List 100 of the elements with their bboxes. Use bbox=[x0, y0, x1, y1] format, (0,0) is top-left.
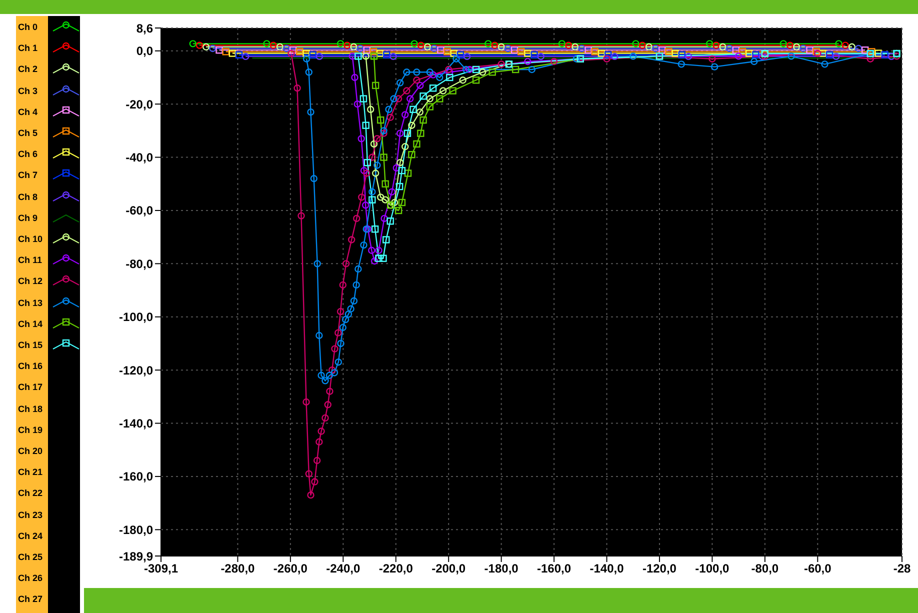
point bbox=[302, 55, 310, 62]
point bbox=[354, 265, 362, 273]
point bbox=[426, 103, 434, 110]
x-tick-label: -220,0 bbox=[378, 562, 414, 576]
point bbox=[372, 170, 380, 177]
point bbox=[652, 44, 660, 52]
y-tick-label: -80,0 bbox=[126, 256, 154, 271]
point bbox=[263, 40, 270, 48]
point bbox=[344, 310, 352, 318]
point bbox=[738, 48, 746, 56]
point bbox=[390, 52, 397, 60]
point bbox=[334, 329, 342, 336]
point bbox=[658, 46, 666, 54]
point bbox=[792, 43, 800, 50]
point bbox=[383, 51, 390, 58]
point bbox=[420, 116, 427, 124]
point bbox=[630, 52, 637, 60]
point bbox=[352, 214, 360, 222]
point bbox=[488, 68, 496, 76]
point bbox=[413, 68, 420, 76]
point bbox=[372, 82, 380, 90]
point bbox=[758, 52, 766, 60]
point bbox=[228, 50, 236, 57]
point bbox=[396, 182, 404, 190]
point bbox=[380, 154, 388, 161]
x-tick-label: -140,0 bbox=[590, 562, 624, 576]
point bbox=[524, 58, 532, 66]
point bbox=[216, 46, 223, 54]
point bbox=[289, 46, 297, 54]
point bbox=[881, 51, 888, 58]
point bbox=[382, 180, 389, 188]
point bbox=[719, 43, 726, 50]
point bbox=[356, 44, 364, 52]
point bbox=[446, 68, 454, 76]
point bbox=[665, 48, 672, 56]
point bbox=[530, 51, 538, 58]
point bbox=[354, 52, 362, 60]
point bbox=[371, 225, 379, 233]
y-tick-label: -60,0 bbox=[126, 204, 154, 218]
point bbox=[517, 48, 525, 56]
point bbox=[374, 135, 381, 142]
point bbox=[388, 188, 396, 196]
point bbox=[360, 241, 368, 249]
point bbox=[462, 66, 470, 74]
point bbox=[819, 50, 827, 57]
point bbox=[305, 68, 312, 76]
point bbox=[307, 491, 314, 499]
point bbox=[348, 236, 356, 244]
point bbox=[848, 43, 856, 50]
point bbox=[331, 345, 338, 352]
point bbox=[456, 51, 464, 58]
point bbox=[498, 43, 505, 50]
point bbox=[362, 122, 370, 129]
point bbox=[350, 297, 358, 305]
point bbox=[726, 44, 733, 52]
point bbox=[392, 164, 400, 172]
point bbox=[436, 74, 444, 82]
point bbox=[376, 194, 384, 201]
point bbox=[578, 44, 586, 52]
point bbox=[832, 52, 840, 60]
x-tick-label: -160,0 bbox=[537, 562, 572, 576]
point bbox=[362, 202, 370, 209]
point bbox=[196, 42, 204, 49]
point bbox=[326, 372, 334, 379]
point bbox=[444, 48, 451, 56]
point bbox=[352, 281, 360, 289]
point bbox=[380, 214, 388, 222]
point bbox=[550, 58, 558, 66]
text: Ch 22 bbox=[17, 488, 44, 498]
point bbox=[410, 106, 417, 113]
point bbox=[342, 260, 350, 268]
point bbox=[449, 87, 456, 94]
text: Ch 25 bbox=[17, 552, 44, 562]
y-tick-label: 8,6 bbox=[136, 21, 154, 36]
point bbox=[672, 50, 679, 57]
point bbox=[761, 52, 769, 60]
x-tick-label: -60,0 bbox=[804, 562, 832, 576]
point bbox=[450, 50, 458, 57]
point bbox=[408, 151, 416, 158]
point bbox=[318, 428, 325, 435]
point bbox=[410, 40, 418, 48]
point bbox=[376, 116, 384, 124]
point bbox=[678, 51, 686, 58]
point bbox=[380, 130, 388, 137]
point bbox=[638, 42, 646, 49]
point bbox=[336, 308, 344, 316]
point bbox=[302, 50, 310, 57]
point bbox=[339, 324, 346, 332]
point bbox=[732, 46, 740, 54]
point bbox=[452, 55, 460, 62]
text: Ch 19 bbox=[17, 424, 44, 435]
point bbox=[396, 158, 404, 166]
point bbox=[429, 84, 437, 92]
point bbox=[344, 42, 351, 49]
point bbox=[242, 52, 250, 60]
point bbox=[363, 170, 370, 177]
point bbox=[512, 66, 520, 74]
y-tick-label: -40,0 bbox=[126, 150, 154, 165]
point bbox=[363, 46, 370, 54]
point bbox=[598, 50, 606, 57]
